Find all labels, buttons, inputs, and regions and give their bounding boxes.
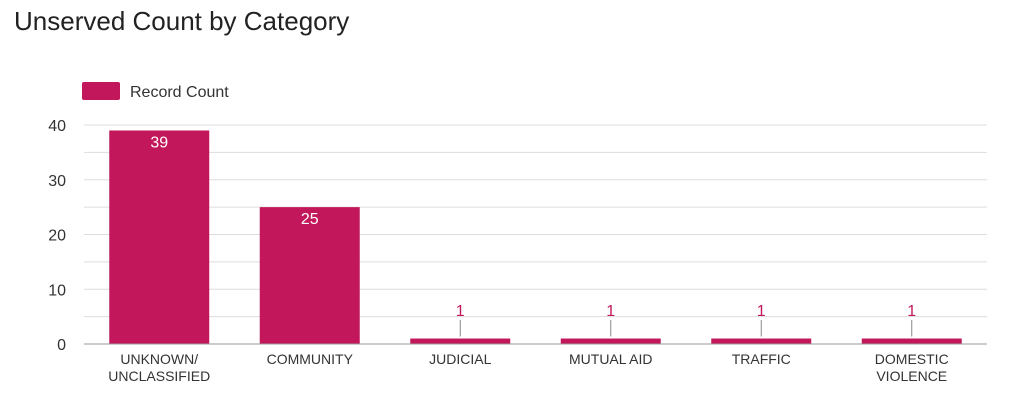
bar[interactable] (861, 338, 962, 344)
data-label: 25 (301, 211, 319, 228)
y-axis: 0 10 20 30 40 (48, 118, 66, 354)
y-tick-label: 40 (48, 118, 66, 135)
chart-title: Unserved Count by Category (14, 6, 350, 36)
bars (109, 130, 962, 344)
y-tick-label: 20 (48, 228, 66, 245)
x-tick-label: COMMUNITY (267, 351, 354, 367)
y-tick-label: 30 (48, 173, 66, 190)
legend-swatch (82, 82, 120, 100)
data-label: 39 (150, 134, 168, 151)
bar[interactable] (711, 338, 812, 344)
x-tick-label: JUDICIAL (429, 351, 491, 367)
legend-label: Record Count (130, 84, 229, 101)
x-tick-label: DOMESTIC VIOLENCE (875, 351, 949, 384)
bar[interactable] (560, 338, 661, 344)
bar[interactable] (410, 338, 511, 344)
data-label: 1 (907, 303, 916, 320)
x-tick-label: TRAFFIC (732, 351, 791, 367)
gridlines (84, 124, 987, 318)
data-label: 1 (757, 303, 766, 320)
y-tick-label: 0 (57, 337, 66, 354)
legend: Record Count (82, 82, 229, 101)
x-tick-label: UNKNOWN/UNCLASSIFIED (108, 351, 210, 384)
bar[interactable] (109, 130, 210, 344)
x-axis: UNKNOWN/UNCLASSIFIED COMMUNITY JUDICIAL MUT… (84, 343, 987, 384)
data-label: 1 (456, 303, 465, 320)
x-tick-label: MUTUAL AID (569, 351, 653, 367)
bar[interactable] (259, 207, 360, 344)
data-label: 1 (606, 303, 615, 320)
y-tick-label: 10 (48, 282, 66, 299)
